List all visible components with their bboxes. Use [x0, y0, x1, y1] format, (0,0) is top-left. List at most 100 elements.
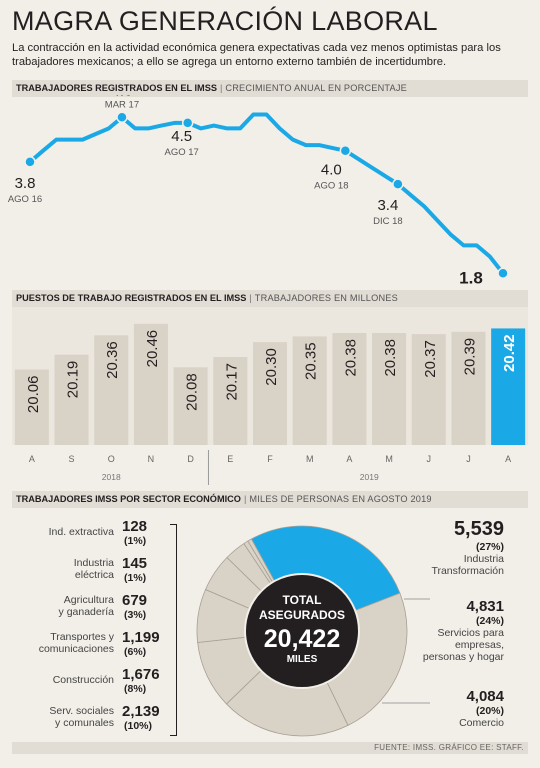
bar-value-label: 20.42: [501, 334, 518, 372]
annotation-date: AGO 16: [8, 194, 42, 205]
bar: [14, 369, 49, 445]
annotation-value: 1.8: [459, 268, 483, 287]
sector-pct: (20%): [475, 705, 504, 717]
annotation-value: 3.4: [377, 197, 398, 214]
sector-pct: (6%): [124, 646, 147, 658]
bar-value-label: 20.19: [65, 361, 82, 399]
sector-row: Ind. extractiva 128 (1%): [12, 518, 172, 554]
bar-category-label: S: [69, 454, 75, 464]
annotation-value: 4.0: [321, 162, 342, 179]
sector-pct: (3%): [124, 609, 147, 621]
bar-chart-header: PUESTOS DE TRABAJO REGISTRADOS EN EL IMS…: [12, 290, 528, 307]
page-title: MAGRA GENERACIÓN LABORAL: [12, 6, 438, 36]
bar-chart-desc: TRABAJADORES EN MILLONES: [254, 293, 398, 303]
annotation-value: 3.8: [15, 175, 36, 192]
line-chart-title: TRABAJADORES REGISTRADOS EN EL IMSS: [16, 83, 217, 93]
center-total-value: 20,422: [264, 625, 340, 653]
sector-bracket: [170, 524, 177, 736]
bar-chart: 20.06 A 20.19 S 20.36 O 20.46 N 20.08 D 20.17 E 20.3…: [12, 307, 528, 485]
line-chart-header: TRABAJADORES REGISTRADOS EN EL IMSS | CREC…: [12, 80, 528, 97]
sector-entry-servicios: 4,831 (24%) Servicios para empresas, per…: [423, 598, 504, 663]
bar-value-label: 20.46: [144, 330, 161, 368]
sector-label: Transportes y: [50, 631, 114, 643]
bar: [292, 336, 327, 445]
highlight-point: [497, 267, 509, 280]
bar-category-label: A: [505, 454, 511, 464]
highlight-point: [392, 178, 404, 190]
sector-value: 145: [122, 555, 148, 572]
bar-value-label: 20.39: [461, 338, 478, 376]
sector-value: 4,084: [466, 688, 504, 705]
bar: [332, 333, 367, 445]
bar: [54, 354, 89, 445]
bar: [372, 333, 407, 445]
annotation-value: 4.6: [112, 95, 133, 99]
annotation-date: AGO 19: [454, 288, 488, 290]
sector-label: Industria: [73, 557, 114, 569]
year-label: 2019: [360, 472, 379, 482]
bar-value-label: 20.35: [303, 342, 320, 380]
annotation-date: MAR 17: [105, 99, 139, 110]
sector-value: 1,199: [122, 629, 160, 646]
sector-pct: (1%): [124, 572, 147, 584]
donut-center: [244, 573, 360, 689]
annotation-date: DIC 18: [373, 216, 403, 227]
highlight-point: [116, 111, 128, 124]
bar: [491, 328, 526, 445]
year-label: 2018: [102, 472, 121, 482]
sector-value: 1,676: [122, 666, 160, 683]
bar: [451, 331, 486, 445]
bar-category-label: J: [427, 454, 432, 464]
sector-label: Ind. extractiva: [48, 526, 114, 538]
sector-pct: (24%): [475, 615, 504, 627]
highlight-point: [339, 144, 352, 157]
sector-label: Industria: [463, 553, 504, 565]
annotation-date: AGO 17: [165, 147, 199, 158]
sector-label-line2: eléctrica: [74, 569, 114, 581]
sector-value: 5,539: [453, 518, 504, 540]
source-footer: FUENTE: IMSS. GRÁFICO EE: STAFF.: [12, 742, 528, 754]
bar-value-label: 20.37: [422, 340, 439, 378]
bar-category-label: A: [346, 454, 352, 464]
sector-row: Industria eléctrica 145 (1%): [12, 555, 172, 591]
sector-row: Construcción 1,676 (8%): [12, 666, 172, 702]
sector-value: 4,831: [466, 598, 504, 615]
pie-chart-header: TRABAJADORES IMSS POR SECTOR ECONÓMICO | M…: [12, 491, 528, 508]
growth-series-line: [28, 112, 505, 276]
bar: [133, 323, 168, 445]
bar-chart-title: PUESTOS DE TRABAJO REGISTRADOS EN EL IMS…: [16, 293, 247, 303]
highlight-point: [24, 156, 36, 168]
sector-label: Servicios para: [437, 627, 504, 639]
sector-pct: (1%): [124, 535, 147, 547]
bar: [173, 367, 208, 445]
bar-value-label: 20.30: [263, 348, 280, 386]
sector-pct: (10%): [124, 720, 153, 732]
sector-label: Agricultura: [63, 594, 114, 606]
sector-row: Serv. sociales y comunales 2,139 (10%): [12, 703, 172, 739]
bar-category-label: A: [29, 454, 35, 464]
bar-category-label: M: [385, 454, 393, 464]
bar-value-label: 20.38: [342, 339, 359, 377]
line-chart-desc: CRECIMIENTO ANUAL EN PORCENTAJE: [225, 83, 407, 93]
bar: [253, 342, 287, 445]
annotation-date: AGO 18: [314, 181, 348, 192]
bar-category-label: M: [306, 454, 314, 464]
annotation-value: 4.5: [171, 128, 192, 145]
center-unit: MILES: [287, 654, 318, 665]
bar-value-label: 20.36: [104, 341, 121, 379]
center-label-asegurados: ASEGURADOS: [259, 608, 345, 622]
sector-label-line2: y comunales: [55, 717, 114, 729]
center-label-total: TOTAL: [283, 593, 322, 607]
pie-chart-desc: MILES DE PERSONAS EN AGOSTO 2019: [249, 494, 432, 504]
highlight-point: [181, 117, 194, 129]
bar-category-label: D: [187, 454, 194, 464]
bar-value-label: 20.06: [25, 376, 42, 414]
bar: [213, 357, 248, 445]
sector-entry-industria: 5,539 (27%) Industria Transformación: [431, 518, 504, 577]
bar-category-label: E: [227, 454, 233, 464]
sector-pct: (8%): [124, 683, 147, 695]
sector-label: Comercio: [459, 717, 504, 729]
sector-label-line2: comunicaciones: [38, 643, 114, 655]
sector-label-line3: personas y hogar: [422, 651, 504, 663]
